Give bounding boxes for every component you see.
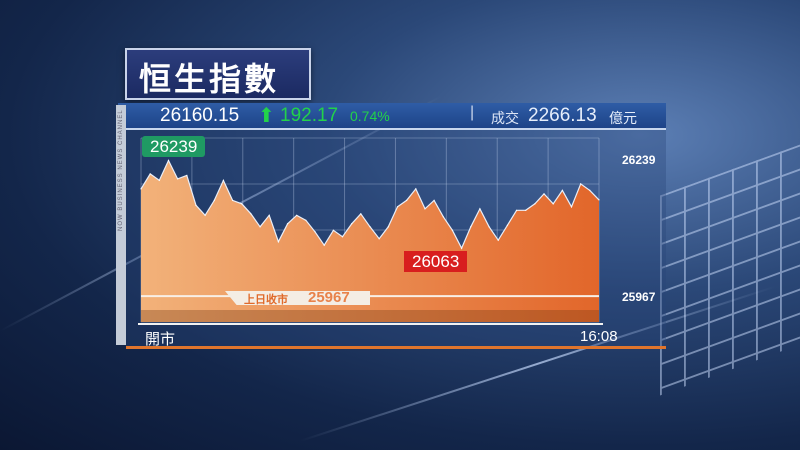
high-flag: 26239	[142, 136, 206, 157]
channel-strip: NOW BUSINESS NEWS CHANNEL	[116, 105, 126, 345]
y-tick-prev-close: 25967	[622, 290, 656, 304]
data-point	[167, 159, 170, 162]
bottom-accent-line	[126, 346, 666, 349]
x-label-open: 開市	[145, 331, 176, 348]
data-point	[424, 208, 426, 210]
data-point	[415, 188, 417, 190]
high-value: 26239	[150, 137, 198, 156]
data-point	[488, 226, 490, 228]
turnover-value: 2266.13	[528, 105, 597, 126]
data-point	[433, 199, 435, 201]
data-point	[177, 178, 179, 180]
data-point	[140, 188, 142, 190]
data-point	[314, 231, 316, 233]
quote-bar: 26160.15 ⬆ 192.17 0.74% | 成交 2266.13 億元	[118, 103, 666, 130]
data-point	[525, 209, 527, 211]
data-point	[589, 189, 591, 191]
low-value: 26063	[412, 252, 460, 271]
data-point	[323, 244, 325, 246]
turnover-label: 成交	[491, 110, 519, 126]
prev-close-value: 25967	[308, 289, 350, 306]
data-point	[204, 214, 206, 216]
data-point	[497, 239, 499, 241]
prev-close-label: 上日收市	[244, 294, 288, 306]
data-point	[351, 223, 353, 225]
y-tick-high: 26239	[622, 153, 656, 167]
data-point	[470, 226, 472, 228]
data-point	[387, 226, 389, 228]
data-point	[296, 214, 298, 216]
data-point	[451, 229, 454, 231]
data-point	[360, 213, 362, 215]
data-point	[369, 226, 371, 228]
data-point	[277, 241, 279, 243]
data-point	[515, 209, 518, 211]
data-point	[149, 173, 151, 175]
turnover-unit: 億元	[609, 110, 637, 126]
data-point	[570, 206, 573, 208]
data-point	[232, 199, 234, 201]
data-point	[561, 189, 563, 191]
area-base-shade	[141, 310, 599, 322]
data-point	[534, 203, 536, 205]
data-point	[158, 179, 160, 182]
data-point	[268, 214, 270, 216]
data-point	[286, 223, 289, 225]
data-point	[241, 203, 243, 205]
data-point	[461, 247, 463, 249]
data-point	[213, 199, 215, 201]
title-panel: 恒生指數	[125, 48, 311, 100]
data-point	[442, 216, 444, 218]
data-point	[580, 183, 582, 185]
divider: |	[470, 104, 475, 121]
page-title: 恒生指數	[139, 61, 280, 97]
change-percent: 0.74%	[350, 108, 390, 124]
data-point	[479, 208, 481, 210]
data-point	[378, 238, 380, 240]
data-point	[396, 206, 399, 208]
data-point	[259, 226, 261, 228]
data-point	[222, 179, 225, 182]
data-point	[250, 213, 252, 215]
prev-close-tag	[225, 291, 370, 305]
data-point	[552, 203, 554, 205]
data-point	[195, 204, 197, 206]
data-point	[186, 174, 188, 177]
change-value: 192.17	[280, 105, 339, 126]
data-point	[305, 219, 307, 221]
arrow-up-icon: ⬆	[258, 105, 275, 127]
data-point	[506, 224, 508, 226]
low-flag: 26063	[404, 251, 468, 272]
price-area	[141, 160, 599, 322]
data-point	[543, 193, 545, 195]
data-point	[406, 199, 408, 201]
data-point	[598, 199, 600, 201]
data-point	[332, 229, 334, 231]
x-label-end: 16:08	[580, 328, 618, 345]
data-point	[341, 236, 344, 238]
last-price: 26160.15	[160, 105, 240, 126]
